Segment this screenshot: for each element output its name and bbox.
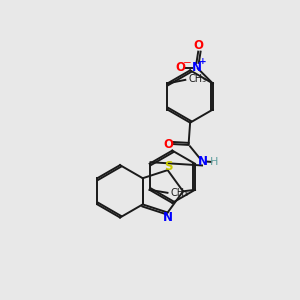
Text: O: O [164, 138, 173, 151]
Text: N: N [163, 211, 173, 224]
Text: −: − [183, 58, 192, 68]
Text: O: O [176, 61, 185, 74]
Text: S: S [164, 160, 172, 173]
Text: CH₃: CH₃ [170, 188, 189, 198]
Text: +: + [199, 57, 207, 66]
Text: N: N [198, 155, 208, 168]
Text: H: H [210, 157, 218, 167]
Text: CH₃: CH₃ [188, 74, 206, 84]
Text: N: N [191, 61, 201, 74]
Text: O: O [194, 39, 204, 52]
